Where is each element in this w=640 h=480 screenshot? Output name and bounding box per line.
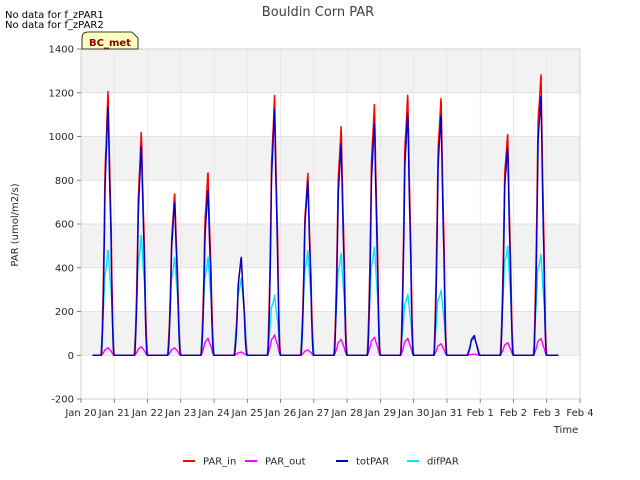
x-tick-label: Jan 28 <box>330 408 362 419</box>
note-no-data-1: No data for f_zPAR1 <box>5 10 104 21</box>
x-tick-label: Feb 3 <box>533 408 560 419</box>
x-tick-label: Jan 29 <box>364 408 396 419</box>
badge-label: BC_met <box>89 38 131 49</box>
legend-label: totPAR <box>356 457 389 468</box>
x-tick-label: Jan 20 <box>64 408 96 419</box>
x-tick-label: Jan 31 <box>430 408 462 419</box>
x-tick-label: Jan 25 <box>231 408 263 419</box>
station-badge: BC_met <box>81 31 139 50</box>
legend-label: PAR_in <box>203 457 236 468</box>
y-tick-label: 400 <box>55 263 74 274</box>
legend-item-totpar: totPAR <box>336 457 389 468</box>
plot-band <box>81 311 580 356</box>
legend-label: PAR_out <box>265 457 306 468</box>
y-tick-label: 0 <box>68 351 74 362</box>
chart-title: Bouldin Corn PAR <box>262 5 374 20</box>
x-tick-label: Feb 2 <box>500 408 527 419</box>
y-tick-label: 1000 <box>49 132 74 143</box>
x-tick-label: Jan 26 <box>264 408 296 419</box>
plot-band <box>81 224 580 268</box>
y-tick-label: 600 <box>55 220 74 231</box>
badge-box <box>81 31 139 50</box>
x-axis-label: Time <box>553 425 578 436</box>
plot-band <box>81 136 580 181</box>
x-tick-label: Jan 22 <box>131 408 163 419</box>
x-tick-label: Jan 23 <box>164 408 196 419</box>
series-lines <box>92 74 559 356</box>
y-axis-label: PAR (umol/m2/s) <box>10 183 21 266</box>
y-tick-label: 800 <box>55 176 74 187</box>
legend: PAR_in PAR_out totPAR difPAR <box>183 457 459 468</box>
plot-band <box>81 49 580 93</box>
x-tick-label: Feb 4 <box>566 408 593 419</box>
y-tick-label: -200 <box>51 395 74 406</box>
x-tick-label: Jan 30 <box>397 408 429 419</box>
x-tick-label: Jan 27 <box>297 408 329 419</box>
legend-item-par-out: PAR_out <box>245 457 306 468</box>
x-tick-label: Feb 1 <box>467 408 494 419</box>
note-no-data-2: No data for f_zPAR2 <box>5 20 104 31</box>
y-tick-label: 1200 <box>49 88 74 99</box>
legend-item-difpar: difPAR <box>407 457 459 468</box>
y-tick-label: 200 <box>55 307 74 318</box>
y-tick-label: 1400 <box>49 45 74 56</box>
x-tick-label: Jan 21 <box>98 408 130 419</box>
series-line-totpar <box>92 95 559 356</box>
x-tick-label: Jan 24 <box>197 408 229 419</box>
legend-label: difPAR <box>427 457 459 468</box>
legend-item-par-in: PAR_in <box>183 457 236 468</box>
